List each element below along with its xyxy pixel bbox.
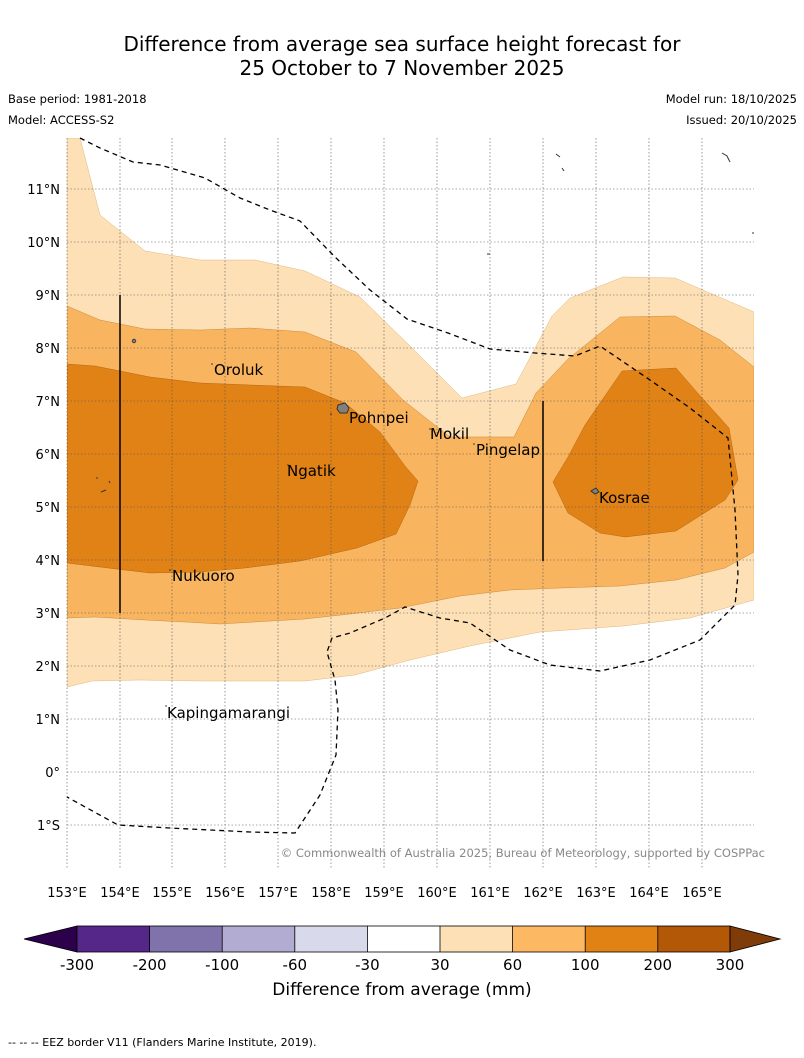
- islet-marker: [555, 153, 565, 172]
- title-line-1: Difference from average sea surface heig…: [123, 32, 681, 56]
- lat-tick-label: 6°N: [36, 448, 61, 463]
- colorbar-title: Difference from average (mm): [272, 980, 531, 1000]
- colorbar-segment: [294, 926, 368, 952]
- place-pohnpei: Pohnpei: [349, 409, 409, 427]
- kosrae-island: [590, 487, 600, 495]
- lat-tick-label: 1°S: [37, 819, 60, 834]
- colorbar-tick-label: -60: [283, 956, 308, 974]
- lat-tick-label: 10°N: [27, 236, 60, 251]
- place-pingelap: Pingelap: [476, 441, 540, 459]
- lon-tick-label: 162°E: [523, 886, 563, 901]
- place-kosrae: Kosrae: [599, 489, 650, 507]
- contour-100-200-west: [67, 363, 419, 574]
- place-kapingamarangi: Kapingamarangi: [167, 704, 290, 722]
- islet-marker: [287, 464, 289, 466]
- lat-tick-label: 3°N: [36, 607, 61, 622]
- lon-tick-label: 157°E: [258, 886, 298, 901]
- lon-tick-label: 154°E: [100, 886, 140, 901]
- place-mokil: Mokil: [430, 425, 469, 443]
- colorbar-tick-label: -300: [60, 956, 94, 974]
- lat-axis: 11°N 10°N 9°N 8°N 7°N 6°N 5°N 4°N 3°N 2°…: [27, 183, 60, 834]
- islet-marker: [429, 428, 431, 430]
- colorbar-tick-label: -100: [205, 956, 239, 974]
- lon-tick-label: 164°E: [629, 886, 669, 901]
- lon-tick-label: 153°E: [47, 886, 87, 901]
- colorbar-tick-label: 300: [716, 956, 745, 974]
- islet-marker: [330, 413, 332, 415]
- islet-marker: [169, 569, 171, 571]
- pohnpei-island: [336, 402, 350, 414]
- lon-tick-label: 165°E: [682, 886, 722, 901]
- lon-tick-label: 158°E: [311, 886, 351, 901]
- islet-marker: [131, 338, 137, 344]
- title-line-2: 25 October to 7 November 2025: [239, 56, 565, 80]
- islet-marker: [211, 363, 213, 365]
- colorbar-segment: [512, 926, 586, 952]
- colorbar-tick-label: 100: [571, 956, 600, 974]
- colorbar-segment: [585, 926, 658, 952]
- colorbar-segment: [149, 926, 223, 952]
- eez-border: [66, 137, 739, 834]
- islet-marker: [100, 480, 111, 493]
- colorbar-segment: [657, 926, 730, 952]
- contour-layer: [67, 138, 754, 688]
- lat-tick-label: 1°N: [36, 713, 61, 728]
- islet-marker: [165, 705, 167, 707]
- lon-tick-label: 163°E: [576, 886, 616, 901]
- lon-tick-label: 161°E: [470, 886, 510, 901]
- lat-tick-label: 0°: [45, 766, 60, 781]
- lat-tick-label: 8°N: [36, 342, 61, 357]
- eez-legend-note: -- -- -- EEZ border V11 (Flanders Marine…: [8, 1036, 317, 1049]
- colorbar-segment: [77, 926, 150, 952]
- lon-tick-label: 160°E: [417, 886, 457, 901]
- islet-marker: [721, 152, 731, 163]
- colorbar-segment: [440, 926, 513, 952]
- colorbar-tick-label: -200: [133, 956, 167, 974]
- colorbar-tick-label: 60: [503, 956, 522, 974]
- issued-date: Issued: 20/10/2025: [686, 113, 797, 127]
- lat-tick-label: 7°N: [36, 395, 61, 410]
- lat-tick-label: 4°N: [36, 554, 61, 569]
- place-nukuoro: Nukuoro: [172, 567, 235, 585]
- colorbar: -300 -200 -100 -60 -30 30 60 100 200 300…: [23, 925, 782, 1000]
- colorbar-extend-high: [729, 925, 782, 953]
- lon-tick-label: 155°E: [152, 886, 192, 901]
- place-oroluk: Oroluk: [214, 361, 263, 379]
- base-period: Base period: 1981-2018: [8, 92, 147, 106]
- colorbar-segment: [222, 926, 295, 952]
- place-ngatik: Ngatik: [287, 462, 336, 480]
- islet-marker: [473, 443, 475, 445]
- colorbar-tick-label: 200: [643, 956, 672, 974]
- chart-title: Difference from average sea surface heig…: [0, 32, 804, 80]
- colorbar-segment: [367, 926, 440, 952]
- place-labels: Oroluk Pohnpei Mokil Pingelap Ngatik Kos…: [167, 361, 650, 722]
- lon-axis: 153°E 154°E 155°E 156°E 157°E 158°E 159°…: [47, 886, 722, 901]
- model-run: Model run: 18/10/2025: [665, 92, 797, 106]
- colorbar-tick-label: -30: [355, 956, 380, 974]
- lat-tick-label: 2°N: [36, 660, 61, 675]
- lon-tick-label: 159°E: [364, 886, 404, 901]
- model-name: Model: ACCESS-S2: [8, 113, 115, 127]
- lat-tick-label: 9°N: [36, 289, 61, 304]
- lon-tick-label: 156°E: [205, 886, 245, 901]
- lat-tick-label: 5°N: [36, 501, 61, 516]
- lat-tick-label: 11°N: [27, 183, 60, 198]
- copyright-credit: © Commonwealth of Australia 2025, Bureau…: [281, 846, 765, 860]
- islet-marker: [96, 477, 98, 479]
- islands: [96, 152, 754, 707]
- colorbar-tick-label: 30: [430, 956, 449, 974]
- colorbar-extend-low: [23, 925, 78, 953]
